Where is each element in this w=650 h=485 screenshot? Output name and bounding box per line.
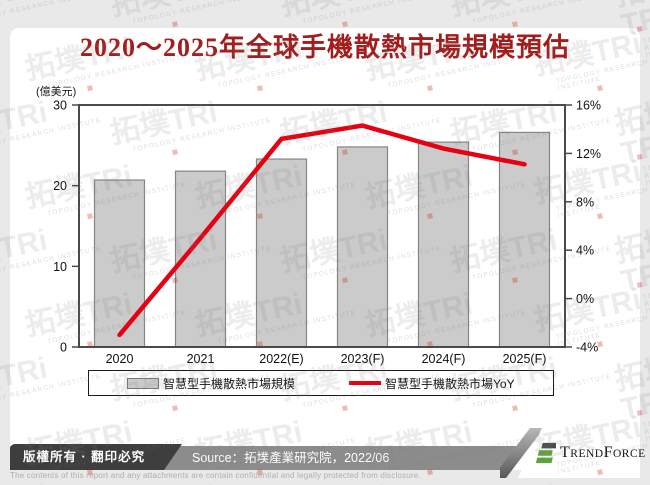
trendforce-logo: TRENDFORCE: [534, 440, 646, 466]
left-tick-label: 10: [53, 260, 67, 274]
x-axis-label-2021: 2021: [187, 352, 215, 366]
trendforce-logo-icon: [535, 442, 556, 464]
left-tick-label: 20: [53, 179, 67, 193]
right-tick-label: 4%: [576, 244, 594, 258]
legend-label-market-size: 智慧型手機散熱市場規模: [163, 376, 296, 391]
x-axis-label-2025(F): 2025(F): [503, 352, 547, 366]
left-tick-label: 30: [53, 99, 67, 113]
watermark-subtitle-text: TOPOLOGY RESEARCH INSTITUTE: [642, 412, 650, 444]
footer-copyright-bar: 版權所有 · 翻印必究: [10, 444, 182, 470]
right-tick-label: 12%: [576, 147, 601, 161]
disclaimer-text: The contents of this report and any atta…: [10, 471, 421, 480]
right-tick-label: 16%: [576, 99, 601, 113]
watermark-logo-text: 拓墣TRi: [447, 0, 611, 22]
watermark-subtitle-text: TOPOLOGY RESEARCH INSTITUTE: [131, 0, 273, 26]
watermark-subtitle-text: TOPOLOGY RESEARCH INSTITUTE: [471, 0, 613, 26]
x-axis-label-2023(F): 2023(F): [341, 352, 385, 366]
market-size-combo-chart: 0 10 20 30 -4% 0% 4% 8% 12% 16% 2020 2021 2022(E) 202…: [53, 99, 601, 367]
watermark-logo-text: 拓墣TRi: [612, 480, 650, 485]
x-axis-label-2024(F): 2024(F): [422, 352, 466, 366]
bar-series-swatch: [127, 377, 159, 389]
watermark-logo-text: 拓墣TRi: [277, 0, 441, 22]
bar-2023(F): [336, 146, 389, 348]
plot-border: [78, 104, 566, 348]
right-tick-label: 0%: [576, 292, 594, 306]
left-axis-unit-label: (億美元): [36, 86, 77, 98]
page-title: 2020～2025年全球手機散熱市場規模預估: [79, 33, 570, 62]
bar-2025(F): [498, 131, 551, 348]
watermark-logo-text: 拓墣TRi: [0, 0, 101, 22]
watermark-subtitle-text: TOPOLOGY RESEARCH INSTITUTE: [642, 156, 650, 188]
source-text: Source：拓墣產業研究院，2022/06: [192, 451, 390, 465]
watermark-subtitle-text: TOPOLOGY RESEARCH INSTITUTE: [642, 284, 650, 316]
bar-2024(F): [417, 141, 470, 348]
x-axis-label-2022(E): 2022(E): [259, 352, 303, 366]
line-series-swatch: [349, 380, 382, 386]
x-axis-label-2020: 2020: [106, 352, 134, 366]
copyright-text: 版權所有 · 翻印必究: [23, 450, 146, 464]
legend-label-yoy: 智慧型手機散熱市場YoY: [385, 376, 515, 391]
trendforce-wordmark: TRENDFORCE: [560, 444, 646, 461]
brand-background: [518, 428, 640, 478]
brand-area: TRENDFORCE: [500, 428, 645, 478]
bar-2022(E): [255, 158, 308, 348]
bar-2020: [93, 179, 146, 348]
right-tick-label: 8%: [576, 195, 594, 209]
watermark-subtitle-text: TOPOLOGY RESEARCH INSTITUTE: [642, 28, 650, 60]
legend-item-yoy: 智慧型手機散熱市場YoY: [349, 375, 515, 392]
legend-item-market-size: 智慧型手機散熱市場規模: [127, 375, 295, 392]
watermark-subtitle-text: TOPOLOGY RESEARCH INSTITUTE: [301, 0, 443, 26]
yoy-line: [117, 123, 527, 338]
watermark-subtitle-text: TOPOLOGY RESEARCH INSTITUTE: [0, 0, 102, 26]
chart-legend: 智慧型手機散熱市場規模 智慧型手機散熱市場YoY: [88, 370, 554, 396]
right-tick-label: -4%: [576, 341, 598, 355]
left-tick-label: 0: [60, 341, 67, 355]
watermark-logo-text: 拓墣TRi: [107, 0, 271, 22]
